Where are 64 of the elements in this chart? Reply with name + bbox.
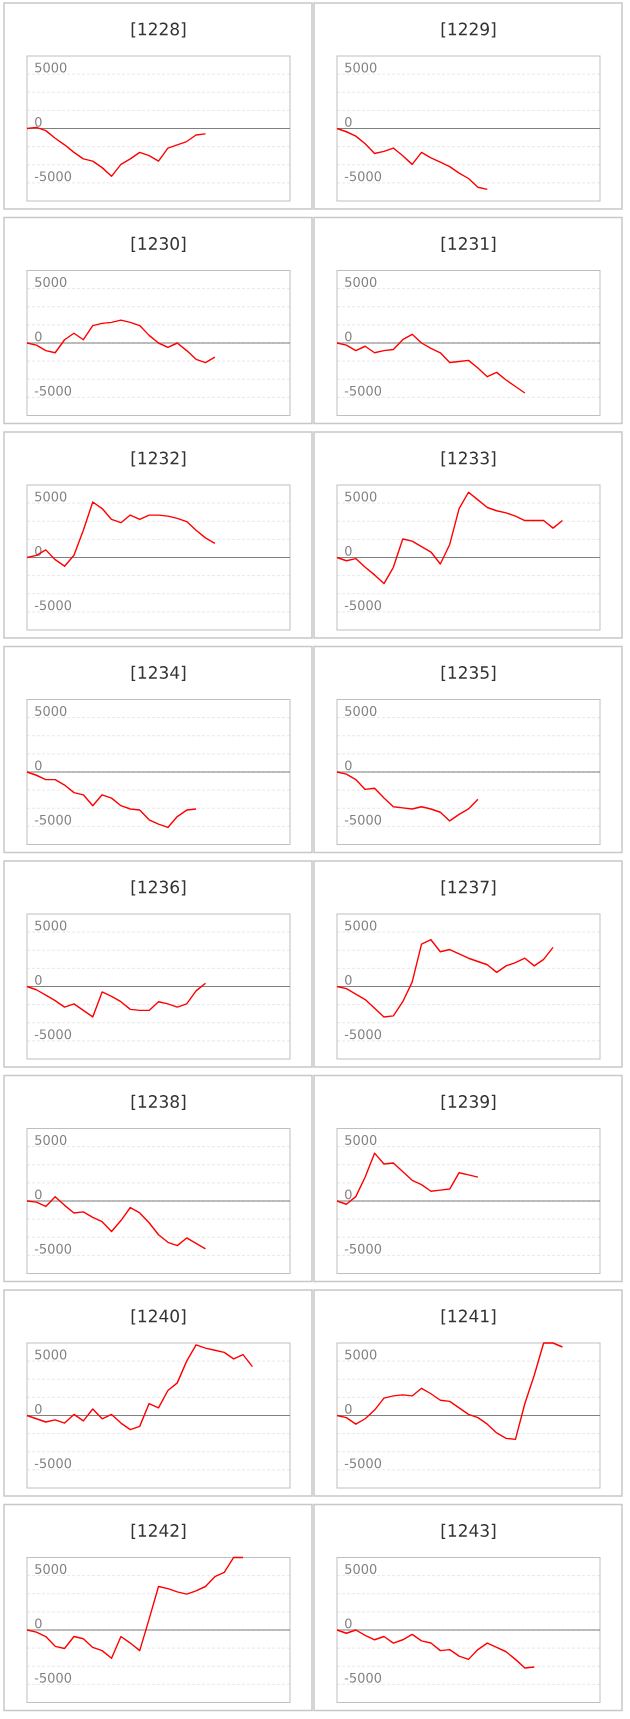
chart-title: [1228] — [131, 22, 186, 38]
y-tick-label: 5000 — [35, 1349, 67, 1360]
y-tick-label: -5000 — [344, 1029, 382, 1040]
y-tick-label: -5000 — [34, 1458, 72, 1469]
y-tick-label: -5000 — [34, 814, 72, 825]
y-tick-label: 0 — [345, 760, 352, 771]
y-tick-label: 0 — [35, 1189, 42, 1200]
y-tick-label: 0 — [35, 760, 42, 771]
y-tick-label: 0 — [345, 1403, 352, 1414]
y-tick-label: 5000 — [35, 491, 67, 502]
y-tick-label: -5000 — [34, 385, 72, 396]
y-tick-label: 0 — [35, 974, 42, 985]
y-tick-label: 0 — [345, 116, 352, 127]
y-tick-label: 5000 — [345, 491, 377, 502]
y-tick-label: 0 — [35, 545, 42, 556]
y-tick-label: 5000 — [345, 1564, 377, 1574]
chart-title: [1229] — [441, 22, 496, 38]
chart-title: [1231] — [441, 236, 496, 252]
y-tick-label: -5000 — [34, 171, 72, 182]
y-tick-label: -5000 — [34, 1243, 72, 1254]
chart-title: [1242] — [131, 1523, 186, 1539]
y-tick-label: -5000 — [34, 1029, 72, 1040]
chart-title: [1235] — [441, 665, 496, 681]
y-tick-label: 0 — [35, 1403, 42, 1414]
y-tick-label: 5000 — [35, 920, 67, 931]
chart-title: [1236] — [131, 880, 186, 896]
y-tick-label: -5000 — [344, 1672, 382, 1683]
y-tick-label: -5000 — [344, 1458, 382, 1469]
chart-title: [1233] — [441, 451, 496, 467]
y-tick-label: 0 — [345, 545, 352, 556]
y-tick-label: 5000 — [345, 920, 377, 931]
y-tick-label: -5000 — [34, 1672, 72, 1683]
y-tick-label: 5000 — [35, 706, 67, 716]
y-tick-label: 0 — [35, 331, 42, 342]
chart-title: [1234] — [131, 665, 186, 681]
chart-title: [1232] — [131, 451, 186, 467]
y-tick-label: -5000 — [344, 1243, 382, 1254]
y-tick-label: 5000 — [345, 62, 377, 73]
chart-title: [1230] — [131, 236, 186, 252]
y-tick-label: -5000 — [344, 814, 382, 825]
y-tick-label: 5000 — [345, 1349, 377, 1360]
y-tick-label: 5000 — [35, 277, 67, 287]
y-tick-label: 0 — [35, 116, 42, 127]
y-tick-label: 5000 — [35, 62, 67, 73]
y-tick-label: -5000 — [34, 600, 72, 611]
y-tick-label: 5000 — [345, 1135, 377, 1145]
y-tick-label: 5000 — [345, 277, 377, 287]
y-tick-label: -5000 — [344, 600, 382, 611]
y-tick-label: -5000 — [344, 385, 382, 396]
y-tick-label: 5000 — [35, 1135, 67, 1145]
chart-title: [1238] — [131, 1094, 186, 1110]
chart-title: [1241] — [441, 1309, 496, 1325]
y-tick-label: -5000 — [344, 171, 382, 182]
y-tick-label: 0 — [345, 1618, 352, 1629]
chart-title: [1239] — [441, 1094, 496, 1110]
chart-title: [1243] — [441, 1523, 496, 1539]
y-tick-label: 0 — [345, 331, 352, 342]
y-tick-label: 5000 — [35, 1564, 67, 1574]
y-tick-label: 0 — [345, 974, 352, 985]
y-tick-label: 0 — [345, 1189, 352, 1200]
chart-title: [1240] — [131, 1309, 186, 1325]
y-tick-label: 0 — [35, 1618, 42, 1629]
chart-title: [1237] — [441, 880, 496, 896]
y-tick-label: 5000 — [345, 706, 377, 716]
